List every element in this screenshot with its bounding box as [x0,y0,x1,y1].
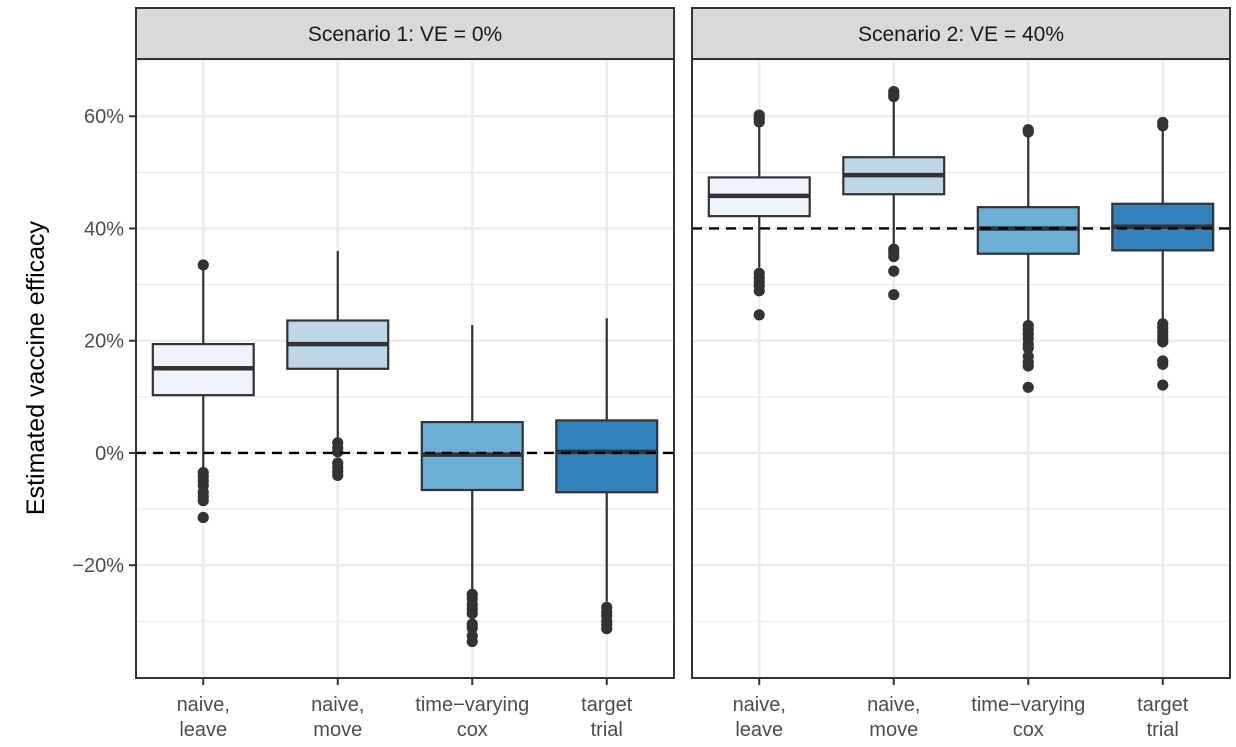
outlier-point [1157,358,1169,370]
panels: Scenario 1: VE = 0% naive, leave naive, move… [135,7,1231,741]
x-tick-label: leave [735,719,783,741]
box-1 [151,259,255,524]
outlier-point [888,91,900,103]
outlier-point [332,469,344,482]
x-tick-label: naive, [733,694,786,716]
x-tick-label: move [869,719,918,741]
outlier-point [753,309,765,321]
outlier-point [888,289,900,301]
box-iqr [555,419,659,494]
panel-background [692,59,1230,678]
x-tick-label: naive, [867,694,920,716]
outlier-point [1157,336,1169,348]
x-tick-label: trial [591,719,623,741]
x-tick-label: trial [1147,719,1179,741]
x-tick-label: cox [457,719,488,741]
outlier-point [1022,342,1034,354]
box-2 [286,250,390,482]
panel-1: Scenario 1: VE = 0% naive, leave naive, move… [135,7,675,741]
outlier-point [1157,379,1169,391]
outlier-point [1022,360,1034,372]
x-tick-label: time−varying [971,694,1085,716]
box-1 [707,109,811,321]
y-tick-label: 20% [84,331,124,353]
outlier-point [197,511,209,524]
outlier-point [332,446,344,458]
x-tick-label: leave [179,719,227,741]
strip-title: Scenario 2: VE = 40% [858,23,1064,46]
y-tick-label: 60% [84,106,124,128]
y-axis: −20% 0% 20% 40% 60% [72,106,136,577]
outlier-point [1022,381,1034,393]
x-tick-label: naive, [311,694,364,716]
outlier-point [1157,120,1169,132]
outlier-point [197,259,209,271]
outlier-point [197,495,209,507]
x-tick-label: naive, [177,694,230,716]
box-2 [842,85,946,301]
x-tick-label: cox [1013,719,1044,741]
strip-background [691,7,1231,60]
strip-title: Scenario 1: VE = 0% [308,23,502,46]
outlier-point [466,622,478,634]
box-3 [976,124,1080,393]
panel-2: Scenario 2: VE = 40% naive, leave naive, mov… [691,7,1231,741]
x-axis: naive, leave naive, move time−varying cox targ… [733,678,1189,741]
outlier-point [888,265,900,277]
outlier-point [466,607,478,620]
x-tick-label: target [581,694,633,716]
x-tick-label: time−varying [415,694,529,716]
outlier-point [753,285,765,297]
box-4 [555,318,659,635]
outlier-point [753,116,765,128]
x-tick-label: move [313,719,362,741]
strip-background [135,7,675,60]
outlier-point [466,635,478,648]
y-tick-label: 40% [84,218,124,240]
y-tick-label: 0% [95,443,124,465]
box-4 [1111,116,1215,391]
box-3 [420,325,524,648]
outlier-point [601,623,613,635]
x-tick-label: target [1137,694,1189,716]
outlier-point [1022,126,1034,138]
y-tick-label: −20% [72,555,124,577]
y-axis-title: Estimated vaccine efficacy [22,220,50,515]
outlier-point [888,250,900,263]
x-axis: naive, leave naive, move time−varying cox targ… [177,678,633,741]
